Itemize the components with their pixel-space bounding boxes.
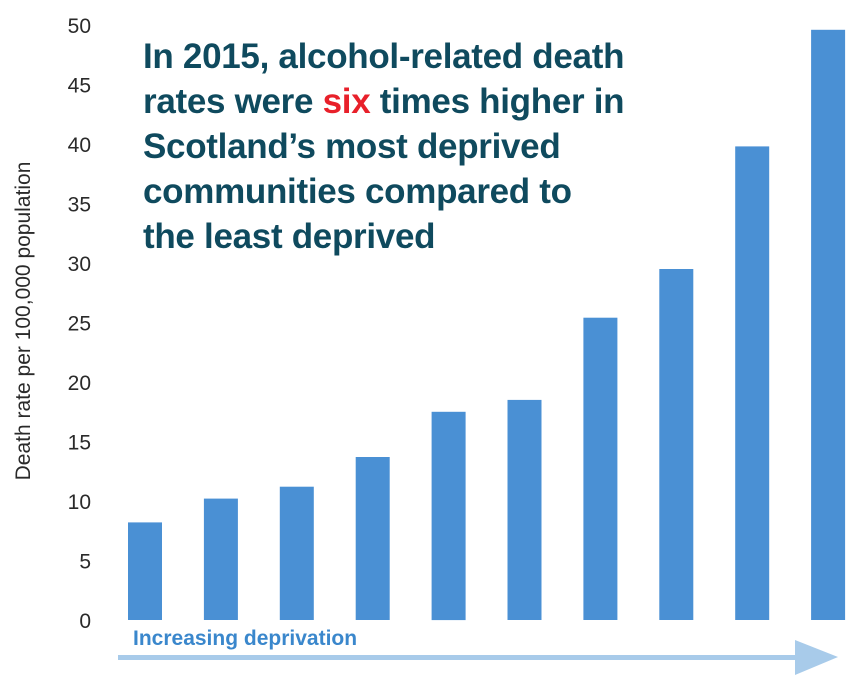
- bar-decile-6: [507, 399, 542, 620]
- y-tick-label: 30: [68, 253, 91, 276]
- deprivation-arrow: [118, 640, 838, 675]
- headline-line-5: the least deprived: [143, 217, 436, 256]
- bar-decile-4: [355, 457, 390, 620]
- bar-decile-1: [128, 522, 162, 620]
- headline-line-2-end: times higher in: [370, 82, 625, 121]
- y-axis-label: Death rate per 100,000 population: [12, 162, 35, 481]
- headline-line-1: In 2015, alcohol-related death: [143, 37, 625, 76]
- headline-line-2: rates were six times higher in: [143, 79, 743, 124]
- bar-decile-5: [431, 411, 466, 621]
- arrow-head: [795, 640, 838, 675]
- y-tick-label: 50: [68, 15, 91, 38]
- y-tick-label: 10: [68, 491, 91, 514]
- bar-decile-2: [203, 498, 238, 620]
- arrow-shaft: [118, 655, 798, 660]
- headline-line-2-start: rates were: [143, 82, 323, 121]
- x-axis-label: Increasing deprivation: [133, 627, 357, 650]
- y-tick-label: 25: [68, 313, 91, 336]
- y-tick-label: 5: [79, 551, 91, 574]
- bar-decile-7: [583, 317, 618, 620]
- bars: [128, 29, 846, 621]
- y-tick-label: 45: [68, 75, 91, 98]
- y-tick-label: 20: [68, 372, 91, 395]
- y-tick-label: 40: [68, 134, 91, 157]
- bar-decile-8: [659, 269, 694, 620]
- y-axis-ticks: 0 5 10 15 20 25 30 35 40 45 50: [68, 15, 91, 633]
- bar-decile-10: [811, 29, 846, 621]
- headline: In 2015, alcohol-related death rates wer…: [143, 34, 743, 259]
- headline-line-4: communities compared to: [143, 172, 572, 211]
- headline-line-3: Scotland’s most deprived: [143, 127, 561, 166]
- y-tick-label: 0: [79, 610, 91, 633]
- bar-decile-9: [735, 146, 770, 620]
- bar-decile-3: [279, 486, 314, 620]
- y-tick-label: 15: [68, 432, 91, 455]
- headline-emphasis: six: [322, 82, 371, 121]
- y-tick-label: 35: [68, 194, 91, 217]
